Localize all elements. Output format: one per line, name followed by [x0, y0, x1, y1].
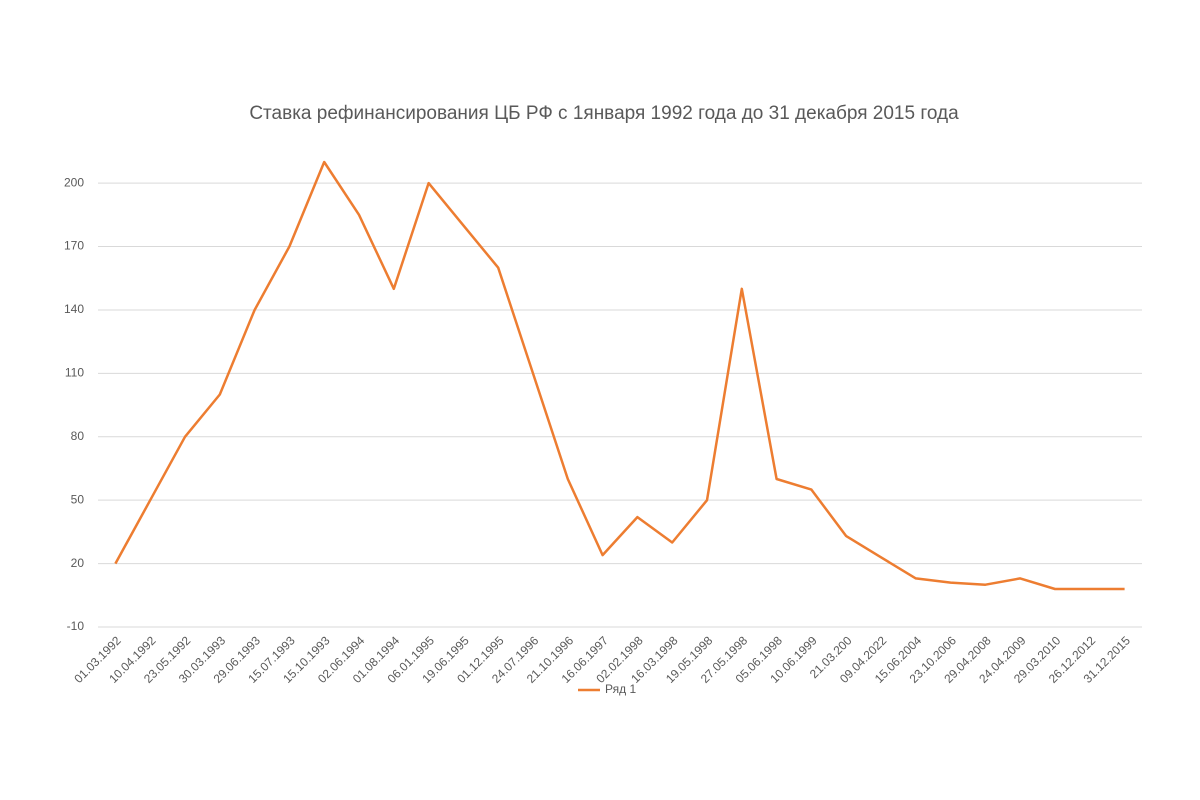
y-tick-label: 170 — [64, 239, 84, 253]
y-tick-label: 20 — [71, 556, 85, 570]
y-tick-label: -10 — [67, 619, 85, 633]
y-tick-label: 50 — [71, 492, 85, 506]
y-tick-label: 140 — [64, 302, 84, 316]
legend-label: Ряд 1 — [605, 682, 636, 696]
y-tick-label: 110 — [65, 366, 84, 380]
chart-title: Ставка рефинансирования ЦБ РФ с 1января … — [249, 103, 959, 124]
y-tick-label: 80 — [71, 429, 85, 443]
y-tick-label: 200 — [64, 175, 84, 189]
line-series — [114, 160, 1125, 591]
